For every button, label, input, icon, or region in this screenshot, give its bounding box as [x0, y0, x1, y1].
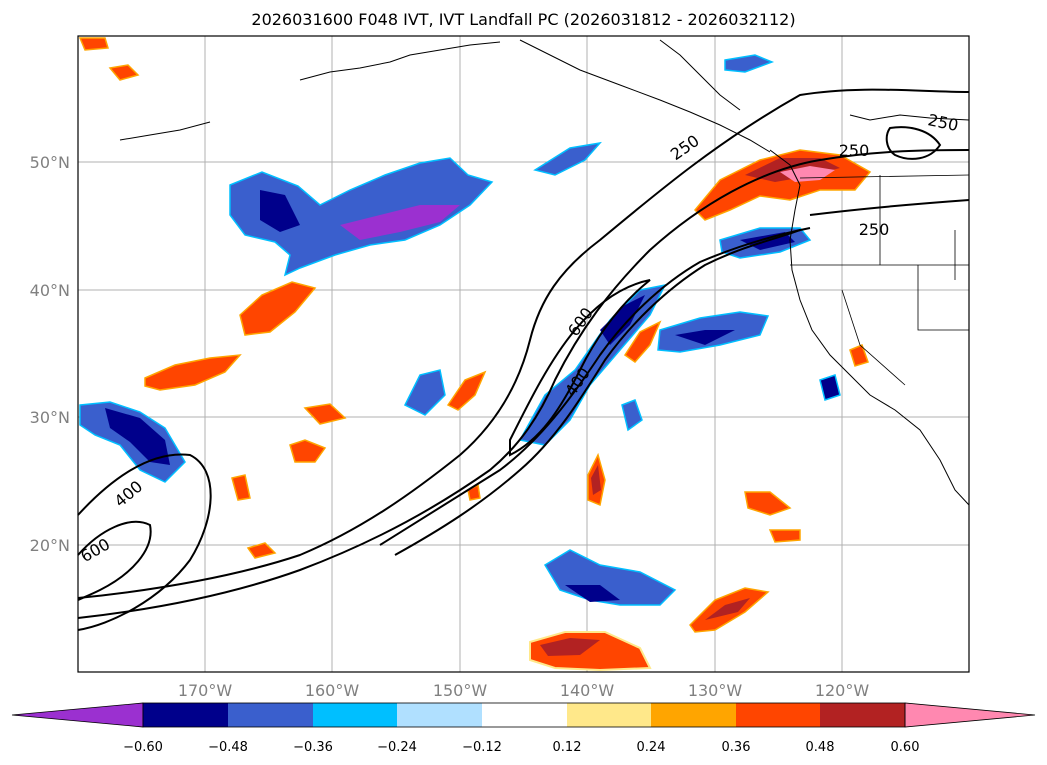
colorbar-extend-high	[904, 702, 1036, 728]
positive-region-h	[768, 529, 801, 543]
colorbar-tick-4: −0.24	[377, 740, 417, 755]
positive-region-e-core	[591, 465, 601, 495]
positive-region-nw-b	[144, 354, 242, 391]
colorbar-tick-5: −0.12	[462, 740, 502, 755]
lat-label-50n: 50°N	[30, 153, 70, 172]
gridlines	[78, 36, 969, 672]
negative-region-mid	[403, 369, 446, 416]
positive-region-l	[78, 37, 109, 51]
colorbar-extend-low	[11, 702, 144, 728]
positive-region-s-core	[540, 638, 600, 656]
positive-region-nw-a	[239, 281, 317, 336]
positive-region-c	[446, 370, 487, 411]
colorbar-tick-10: 0.60	[891, 740, 920, 755]
positive-region-a	[289, 439, 327, 463]
colorbar-segment-5	[482, 703, 567, 727]
negative-region-north	[533, 141, 602, 176]
negative-region-s-core	[565, 585, 620, 602]
positive-region-b	[303, 403, 347, 425]
contour-left-outer	[77, 453, 212, 631]
page-title: 2026031600 F048 IVT, IVT Landfall PC (20…	[251, 10, 796, 29]
negative-region-small-1	[621, 399, 643, 432]
contour-400-a	[379, 227, 811, 546]
lon-label-170w: 170°W	[178, 681, 233, 700]
positive-region-j	[246, 542, 277, 559]
contour-600-a	[394, 229, 801, 556]
colorbar-tick-9: 0.48	[806, 740, 835, 755]
positive-region-d	[623, 320, 662, 363]
state-borders	[790, 174, 970, 386]
contour-label-250-d: 250	[859, 220, 890, 239]
negative-region-central-b	[600, 295, 645, 345]
positive-region-i	[231, 474, 251, 501]
longitude-axis: 170°W 160°W 150°W 140°W 130°W 120°W	[178, 681, 870, 700]
lon-label-160w: 160°W	[305, 681, 360, 700]
contour-label-250-c: 250	[839, 141, 870, 160]
lon-label-150w: 150°W	[433, 681, 488, 700]
colorbar: −0.60 −0.48 −0.36 −0.24 −0.12 0.12 0.24 …	[11, 702, 1036, 755]
contour-250-main	[77, 149, 970, 619]
lat-label-30n: 30°N	[30, 408, 70, 427]
contour-left-inner	[77, 520, 152, 601]
negative-region-nw-core2	[340, 205, 460, 240]
colorbar-tick-2: −0.48	[208, 740, 248, 755]
colorbar-tick-8: 0.36	[722, 740, 751, 755]
positive-region-g-core	[705, 598, 750, 620]
colorbar-tick-7: 0.24	[637, 740, 666, 755]
positive-region-k	[108, 64, 140, 81]
map-frame	[77, 35, 970, 673]
lon-label-140w: 140°W	[560, 681, 615, 700]
map-background	[78, 36, 969, 672]
lon-label-120w: 120°W	[815, 681, 870, 700]
colorbar-frame	[142, 702, 906, 728]
positive-region-m	[849, 344, 869, 367]
colorbar-segment-9	[820, 703, 905, 727]
positive-region-f	[744, 491, 792, 516]
lon-label-130w: 130°W	[688, 681, 743, 700]
ivt-fill-regions	[78, 37, 872, 672]
lat-label-20n: 20°N	[30, 536, 70, 555]
negative-region-nw-core	[260, 190, 300, 232]
colorbar-segment-6	[567, 703, 651, 727]
colorbar-segment-3	[313, 703, 397, 727]
contour-400-b	[509, 279, 651, 457]
negative-region-nw	[229, 157, 494, 277]
colorbar-segment-8	[736, 703, 820, 727]
colorbar-tick-6: 0.12	[553, 740, 582, 755]
ivt-contours	[77, 88, 970, 631]
negative-region-w-core	[105, 408, 170, 465]
colorbar-segment-1	[143, 703, 228, 727]
contour-250-e	[809, 199, 970, 216]
colorbar-segment-4	[397, 703, 482, 727]
negative-region-small-2	[724, 54, 775, 73]
contour-250-ne	[885, 126, 942, 160]
negative-region-e-small	[819, 374, 841, 401]
negative-region-central-d	[675, 330, 735, 345]
colorbar-tick-3: −0.36	[293, 740, 333, 755]
contour-250-upper	[77, 88, 970, 599]
colorbar-segment-2	[228, 703, 313, 727]
lat-label-40n: 40°N	[30, 281, 70, 300]
coastlines	[119, 39, 970, 506]
colorbar-tick-1: −0.60	[123, 740, 163, 755]
colorbar-segment-7	[651, 703, 736, 727]
latitude-axis: 50°N 40°N 30°N 20°N	[30, 153, 70, 555]
